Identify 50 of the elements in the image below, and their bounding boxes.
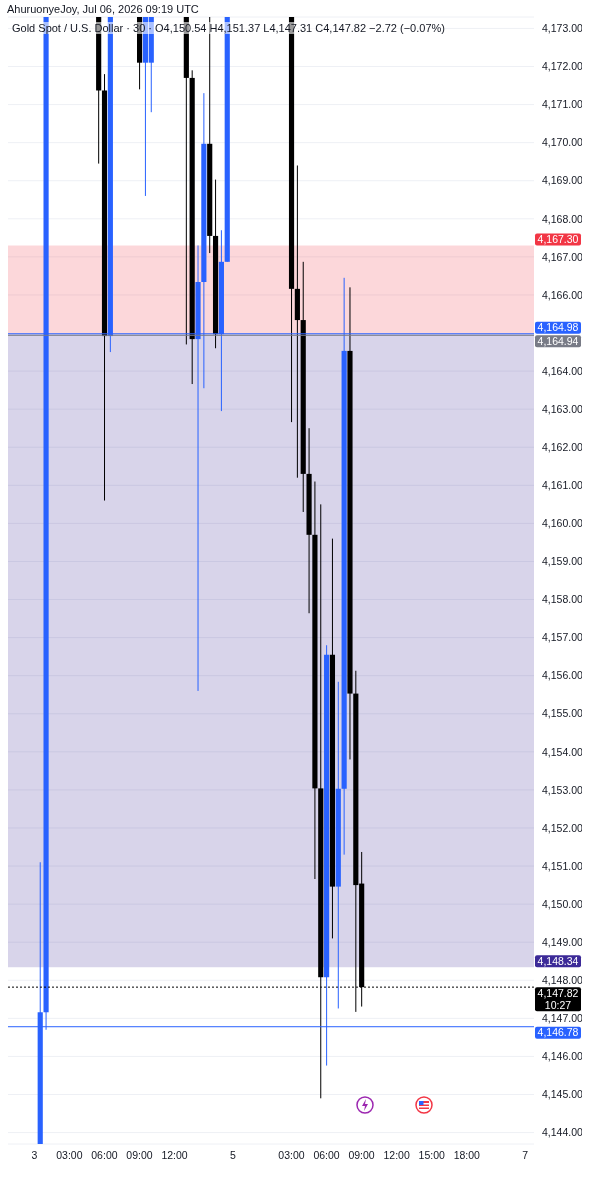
y-tick-label: 4,164.00 (542, 364, 584, 377)
y-tick-label: 4,162.00 (542, 440, 584, 453)
ref-line-label: 4,147.82 10:27 (537, 986, 579, 1011)
ref-line-label: 4,164.98 (537, 321, 579, 334)
x-tick-label: 7 (522, 1149, 529, 1162)
y-tick-label: 4,167.00 (542, 250, 584, 263)
y-tick-label: 4,161.00 (542, 479, 584, 492)
x-tick-label: 06:00 (313, 1149, 340, 1162)
chart-title: Gold Spot / U.S. Dollar · 30 · O4,150.54 H4,151.37 L4,147.31 C4,147.82 −2.72 (−0.07%) (12, 22, 445, 34)
y-tick-label: 4,150.00 (542, 897, 584, 910)
y-tick-label: 4,159.00 (542, 555, 584, 568)
chart-subtitle: AhuruonyeJoy, Jul 06, 2026 09:19 UTC (7, 3, 199, 15)
y-tick-label: 4,153.00 (542, 783, 584, 796)
x-tick-label: 09:00 (126, 1149, 153, 1162)
x-tick-label: 15:00 (418, 1149, 446, 1162)
y-tick-label: 4,169.00 (542, 174, 584, 187)
y-tick-label: 4,149.00 (542, 935, 584, 948)
y-tick-label: 4,148.00 (542, 974, 584, 987)
y-tick-label: 4,166.00 (542, 288, 584, 301)
y-tick-label: 4,147.00 (542, 1012, 584, 1025)
y-tick-label: 4,171.00 (542, 98, 584, 111)
x-tick-label: 03:00 (278, 1149, 305, 1162)
ref-line-label: 4,164.94 (537, 334, 579, 347)
x-tick-label: 12:00 (383, 1149, 410, 1162)
y-tick-label: 4,144.00 (542, 1126, 584, 1139)
y-tick-label: 4,146.00 (542, 1050, 584, 1063)
y-tick-label: 4,163.00 (542, 402, 584, 415)
x-tick-label: 12:00 (161, 1149, 188, 1162)
y-tick-label: 4,157.00 (542, 631, 584, 644)
y-tick-label: 4,158.00 (542, 593, 584, 606)
x-tick-label: 06:00 (91, 1149, 118, 1162)
x-tick-label: 5 (230, 1149, 237, 1162)
y-tick-label: 4,172.00 (542, 60, 584, 73)
x-tick-label: 18:00 (453, 1149, 481, 1162)
x-tick-label: 09:00 (348, 1149, 375, 1162)
y-tick-label: 4,173.00 (542, 22, 584, 35)
ref-line-label: 4,146.78 (537, 1026, 579, 1039)
y-tick-label: 4,155.00 (542, 707, 584, 720)
y-tick-label: 4,168.00 (542, 212, 584, 225)
band-label: 4,148.34 (537, 954, 579, 967)
y-tick-label: 4,160.00 (542, 517, 584, 530)
x-tick-label: 03:00 (56, 1149, 83, 1162)
y-tick-label: 4,152.00 (542, 821, 584, 834)
y-tick-label: 4,154.00 (542, 745, 584, 758)
y-tick-label: 4,170.00 (542, 136, 584, 149)
x-tick-label: 3 (31, 1149, 38, 1162)
y-tick-label: 4,151.00 (542, 859, 584, 872)
y-tick-label: 4,156.00 (542, 669, 584, 682)
y-tick-label: 4,145.00 (542, 1088, 584, 1101)
band-label: 4,167.30 (537, 232, 579, 245)
